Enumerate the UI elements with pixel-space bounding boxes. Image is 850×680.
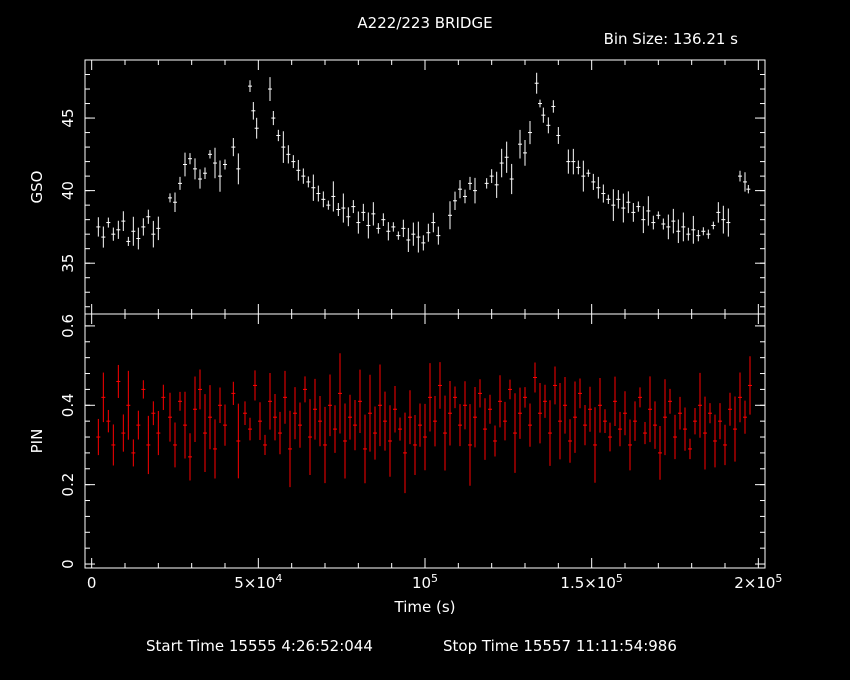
pin-panel: 0 0.2 0.4 0.6 PIN bbox=[28, 314, 765, 569]
x-tick-label: 5×104 bbox=[234, 572, 282, 592]
stop-time-label: Stop Time 15557 11:11:54:986 bbox=[443, 637, 677, 655]
start-time-label: Start Time 15555 4:26:52:044 bbox=[146, 637, 373, 655]
y-tick-label: 40 bbox=[59, 181, 77, 200]
x-tick-label: 105 bbox=[412, 572, 438, 592]
bin-size-label: Bin Size: 136.21 s bbox=[604, 30, 739, 48]
x-tick-label: 0 bbox=[87, 574, 97, 592]
y-tick-label: 35 bbox=[59, 254, 77, 273]
y-tick-label: 45 bbox=[59, 109, 77, 128]
gso-panel: 35 40 45 GSO bbox=[28, 59, 765, 308]
x-tick-label: 1.5×105 bbox=[560, 572, 623, 592]
x-axis: 0 5×104 105 1.5×105 2×105 bbox=[87, 60, 782, 592]
gso-series bbox=[96, 72, 751, 253]
x-axis-label: Time (s) bbox=[394, 598, 456, 616]
y-axis-label: GSO bbox=[28, 171, 46, 204]
y-tick-label: 0.6 bbox=[59, 314, 77, 338]
chart-title: A222/223 BRIDGE bbox=[357, 14, 492, 32]
pin-series bbox=[96, 353, 752, 494]
y-tick-label: 0.2 bbox=[59, 473, 77, 497]
y-axis-label: PIN bbox=[28, 429, 46, 454]
y-tick-label: 0.4 bbox=[59, 393, 77, 417]
x-tick-label: 2×105 bbox=[734, 572, 782, 592]
y-tick-label: 0 bbox=[59, 559, 77, 569]
